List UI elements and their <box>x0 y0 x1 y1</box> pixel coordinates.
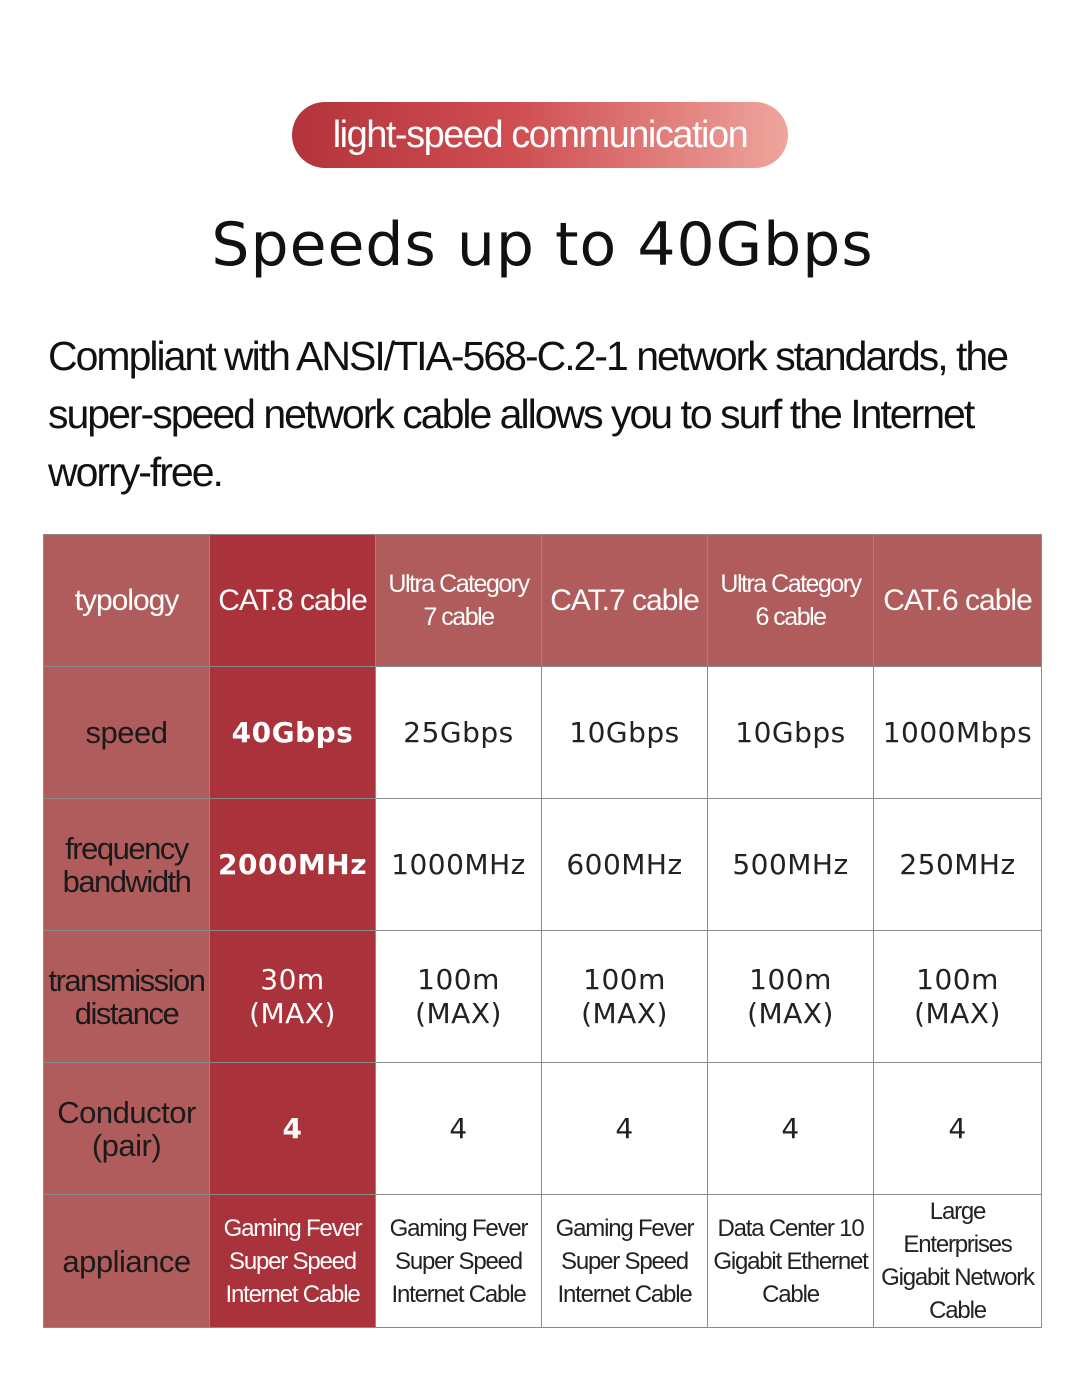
table-cell: 1000MHz <box>375 798 542 931</box>
table-cell: 25Gbps <box>375 666 542 799</box>
table-cell: 10Gbps <box>541 666 708 799</box>
page-title: Speeds up to 40Gbps <box>211 210 874 280</box>
comparison-table: typology CAT.8 cable Ultra Category 7 ca… <box>43 534 1042 1328</box>
table-cell: 10Gbps <box>707 666 874 799</box>
table-cell: 4 <box>873 1062 1042 1195</box>
table-cell: 250MHz <box>873 798 1042 931</box>
header-ultra-cat6: Ultra Category 6 cable <box>707 534 874 667</box>
table-cell: 100m (MAX) <box>873 930 1042 1063</box>
row-label: frequency bandwidth <box>43 798 210 931</box>
table-cell: 1000Mbps <box>873 666 1042 799</box>
table-cell: 4 <box>375 1062 542 1195</box>
intro-paragraph: Compliant with ANSI/TIA-568-C.2-1 networ… <box>48 333 1009 495</box>
row-label: speed <box>43 666 210 799</box>
header-ultra-cat7: Ultra Category 7 cable <box>375 534 542 667</box>
row-label: appliance <box>43 1194 210 1328</box>
row-label: Conductor (pair) <box>43 1062 210 1195</box>
header-cat7: CAT.7 cable <box>541 534 708 667</box>
header-label: typology <box>43 534 210 667</box>
table-row: frequency bandwidth 2000MHz 1000MHz 600M… <box>43 798 1042 931</box>
header-cat6: CAT.6 cable <box>873 534 1042 667</box>
table-cell: 100m (MAX) <box>707 930 874 1063</box>
table-row: speed 40Gbps 25Gbps 10Gbps 10Gbps 1000Mb… <box>43 666 1042 799</box>
table-row: transmission distance 30m (MAX) 100m (MA… <box>43 930 1042 1063</box>
table-cell: 100m (MAX) <box>375 930 542 1063</box>
table-cell: 30m (MAX) <box>209 930 376 1063</box>
header-cat8: CAT.8 cable <box>209 534 376 667</box>
table-cell: 100m (MAX) <box>541 930 708 1063</box>
table-cell: 40Gbps <box>209 666 376 799</box>
table-cell: Large Enterprises Gigabit Network Cable <box>873 1194 1042 1328</box>
table-cell: 600MHz <box>541 798 708 931</box>
table-cell: 500MHz <box>707 798 874 931</box>
table-cell: 4 <box>209 1062 376 1195</box>
table-row: appliance Gaming Fever Super Speed Inter… <box>43 1194 1042 1328</box>
table-header-row: typology CAT.8 cable Ultra Category 7 ca… <box>43 534 1042 667</box>
table-cell: 4 <box>541 1062 708 1195</box>
row-label: transmission distance <box>43 930 210 1063</box>
table-cell: Gaming Fever Super Speed Internet Cable <box>541 1194 708 1328</box>
table-cell: 4 <box>707 1062 874 1195</box>
table-cell: Data Center 10 Gigabit Ethernet Cable <box>707 1194 874 1328</box>
table-cell: Gaming Fever Super Speed Internet Cable <box>375 1194 542 1328</box>
feature-badge: light-speed communication <box>292 102 788 168</box>
feature-badge-label: light-speed communication <box>332 113 749 156</box>
table-cell: 2000MHz <box>209 798 376 931</box>
table-row: Conductor (pair) 4 4 4 4 4 <box>43 1062 1042 1195</box>
table-cell: Gaming Fever Super Speed Internet Cable <box>209 1194 376 1328</box>
